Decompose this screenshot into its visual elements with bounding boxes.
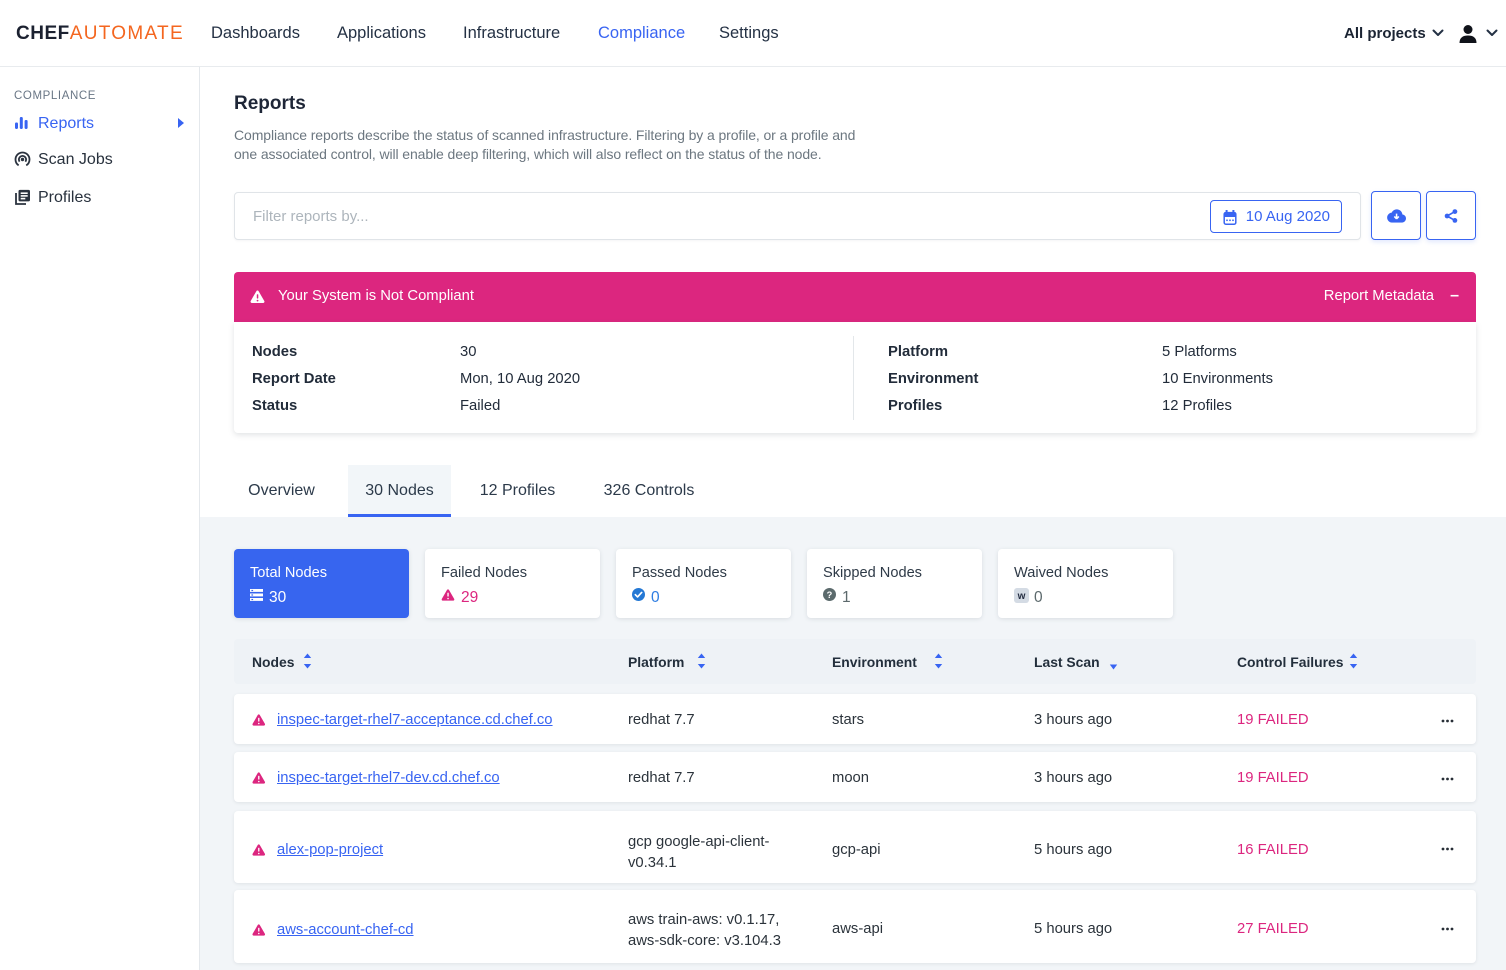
svg-text:?: ? [827,590,833,600]
svg-text:w: w [1017,591,1026,602]
